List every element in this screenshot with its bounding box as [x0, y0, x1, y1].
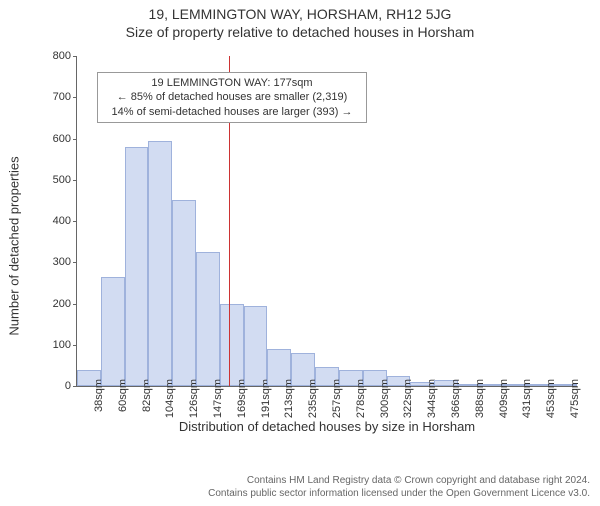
x-tick: 475sqm [569, 379, 581, 418]
y-tick: 200 [37, 298, 71, 310]
histogram-bar [125, 147, 149, 386]
y-tick: 300 [37, 256, 71, 268]
annotation-box: 19 LEMMINGTON WAY: 177sqm← 85% of detach… [97, 72, 367, 123]
histogram-bar [148, 141, 172, 386]
histogram-bar [101, 277, 125, 386]
y-tick: 500 [37, 174, 71, 186]
annotation-line: ← 85% of detached houses are smaller (2,… [104, 90, 360, 104]
annotation-line: 14% of semi-detached houses are larger (… [104, 105, 360, 119]
x-axis-label: Distribution of detached houses by size … [77, 419, 577, 434]
y-tick: 0 [37, 380, 71, 392]
chart-title: 19, LEMMINGTON WAY, HORSHAM, RH12 5JG [0, 6, 600, 22]
histogram-bar [196, 252, 220, 386]
y-axis-label: Number of detached properties [7, 156, 22, 335]
footer-line-2: Contains public sector information licen… [208, 487, 590, 500]
histogram-bar [244, 306, 268, 386]
plot-area: Distribution of detached houses by size … [76, 56, 577, 387]
histogram-bar [172, 200, 196, 386]
chart-area: Number of detached properties Distributi… [20, 56, 580, 436]
footer: Contains HM Land Registry data © Crown c… [208, 474, 590, 500]
footer-line-1: Contains HM Land Registry data © Crown c… [208, 474, 590, 487]
y-tick: 600 [37, 133, 71, 145]
y-tick: 800 [37, 50, 71, 62]
y-tick: 400 [37, 215, 71, 227]
histogram-bar [220, 304, 244, 387]
y-tick: 100 [37, 339, 71, 351]
annotation-line: 19 LEMMINGTON WAY: 177sqm [104, 76, 360, 90]
y-tick: 700 [37, 91, 71, 103]
chart-subtitle: Size of property relative to detached ho… [0, 24, 600, 40]
